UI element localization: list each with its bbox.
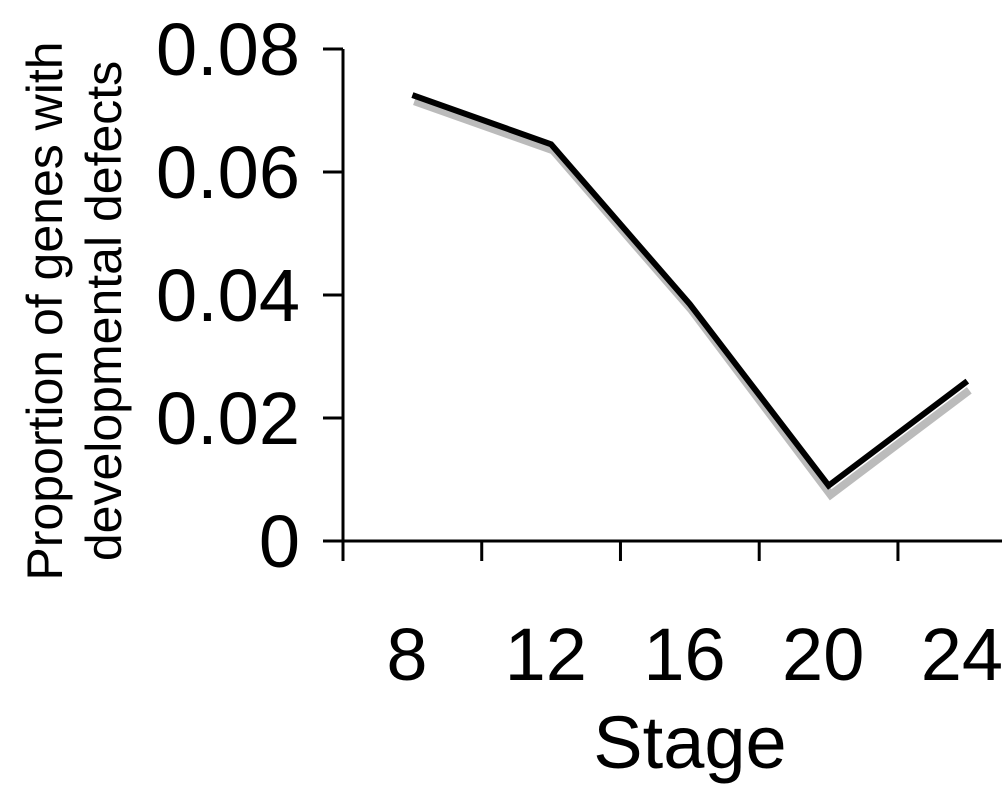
series-line-1 [413,97,972,501]
y-tick-label: 0.04 [156,254,300,337]
x-axis-title: Stage [593,701,786,784]
y-axis-title-line-1: Proportion of genes with [17,41,73,580]
x-tick-label: 12 [505,613,587,696]
y-tick-label: 0 [259,500,300,583]
y-tick-label: 0.02 [156,377,300,460]
series-layer [411,92,972,501]
x-tick-label: 24 [921,613,1002,696]
y-axis-title-line-2: developmental defects [76,61,132,561]
x-tick-label: 8 [386,613,427,696]
series-line-2 [411,92,970,490]
y-axis: 0 0.02 0.04 0.06 0.08 [156,8,345,583]
x-axis: 8 12 16 20 24 [341,539,1002,696]
y-tick-label: 0.06 [156,131,300,214]
x-tick-label: 16 [643,613,725,696]
y-tick-label: 0.08 [156,8,300,91]
x-tick-label: 20 [782,613,864,696]
